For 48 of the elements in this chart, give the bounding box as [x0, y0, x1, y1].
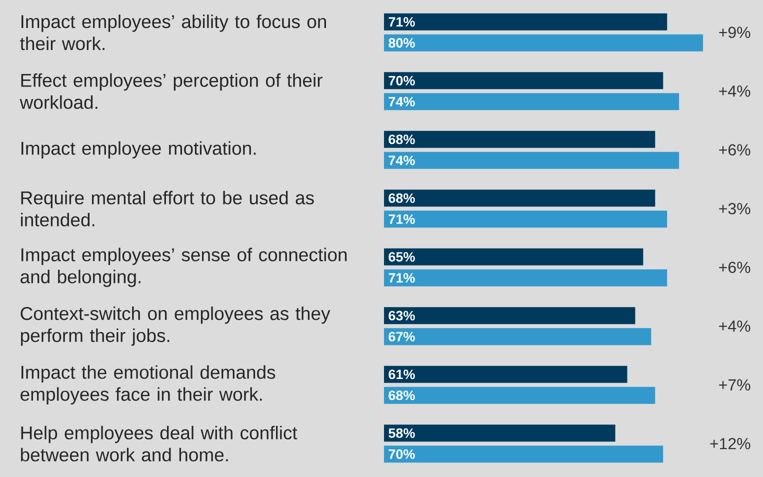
bar — [384, 210, 668, 228]
data-label: 70% — [388, 449, 415, 459]
bar — [384, 424, 616, 442]
bar — [384, 446, 664, 463]
data-label: 67% — [388, 332, 415, 342]
data-label: 68% — [388, 134, 415, 144]
y-tick-label: Impact employees’ ability to focus on their work. — [20, 14, 326, 50]
data-label: 70% — [388, 76, 415, 86]
y-tick-label: Help employees deal with conflict between work and home. — [20, 426, 298, 462]
data-label: 74% — [388, 156, 415, 166]
text: +6% — [719, 262, 750, 274]
data-label: 71% — [388, 273, 415, 283]
data-label: 74% — [388, 96, 415, 106]
bar — [384, 130, 656, 148]
bar — [384, 93, 680, 110]
y-tick-label: Context-switch on employees as they perform their jobs. — [20, 306, 330, 346]
y-tick-label: Impact employee motivation. — [22, 141, 256, 159]
text: +3% — [719, 202, 750, 214]
text: +7% — [719, 379, 750, 390]
bar — [384, 190, 656, 207]
text: +4% — [719, 86, 750, 97]
data-label: 65% — [388, 252, 415, 262]
bar — [384, 269, 668, 286]
data-label: 68% — [388, 390, 415, 400]
y-tick-label: Require mental effort to be used as intended. — [21, 190, 314, 226]
text: +12% — [710, 438, 750, 450]
bar — [384, 248, 644, 266]
text: +9% — [719, 26, 750, 38]
bar — [384, 386, 656, 404]
bar — [384, 72, 664, 90]
bar — [384, 13, 668, 30]
bar — [384, 307, 636, 324]
y-tick-label: Effect employees’ perception of their workload. — [20, 73, 322, 109]
data-label: 58% — [388, 428, 415, 438]
bar — [384, 366, 628, 383]
y-tick-label: Impact employees’ sense of connection and belonging. — [20, 248, 347, 288]
data-label: 80% — [388, 38, 415, 48]
bar — [384, 328, 652, 346]
text: +6% — [719, 144, 750, 156]
bar — [384, 34, 703, 52]
data-label: 61% — [388, 370, 415, 380]
data-label: 68% — [388, 193, 415, 203]
data-label: 71% — [388, 17, 415, 27]
data-label: 71% — [388, 214, 415, 224]
y-tick-label: Impact the emotional demands employees face in their work. — [20, 365, 276, 405]
text: +4% — [719, 320, 750, 332]
data-label: 63% — [388, 310, 415, 320]
bar — [384, 152, 680, 169]
